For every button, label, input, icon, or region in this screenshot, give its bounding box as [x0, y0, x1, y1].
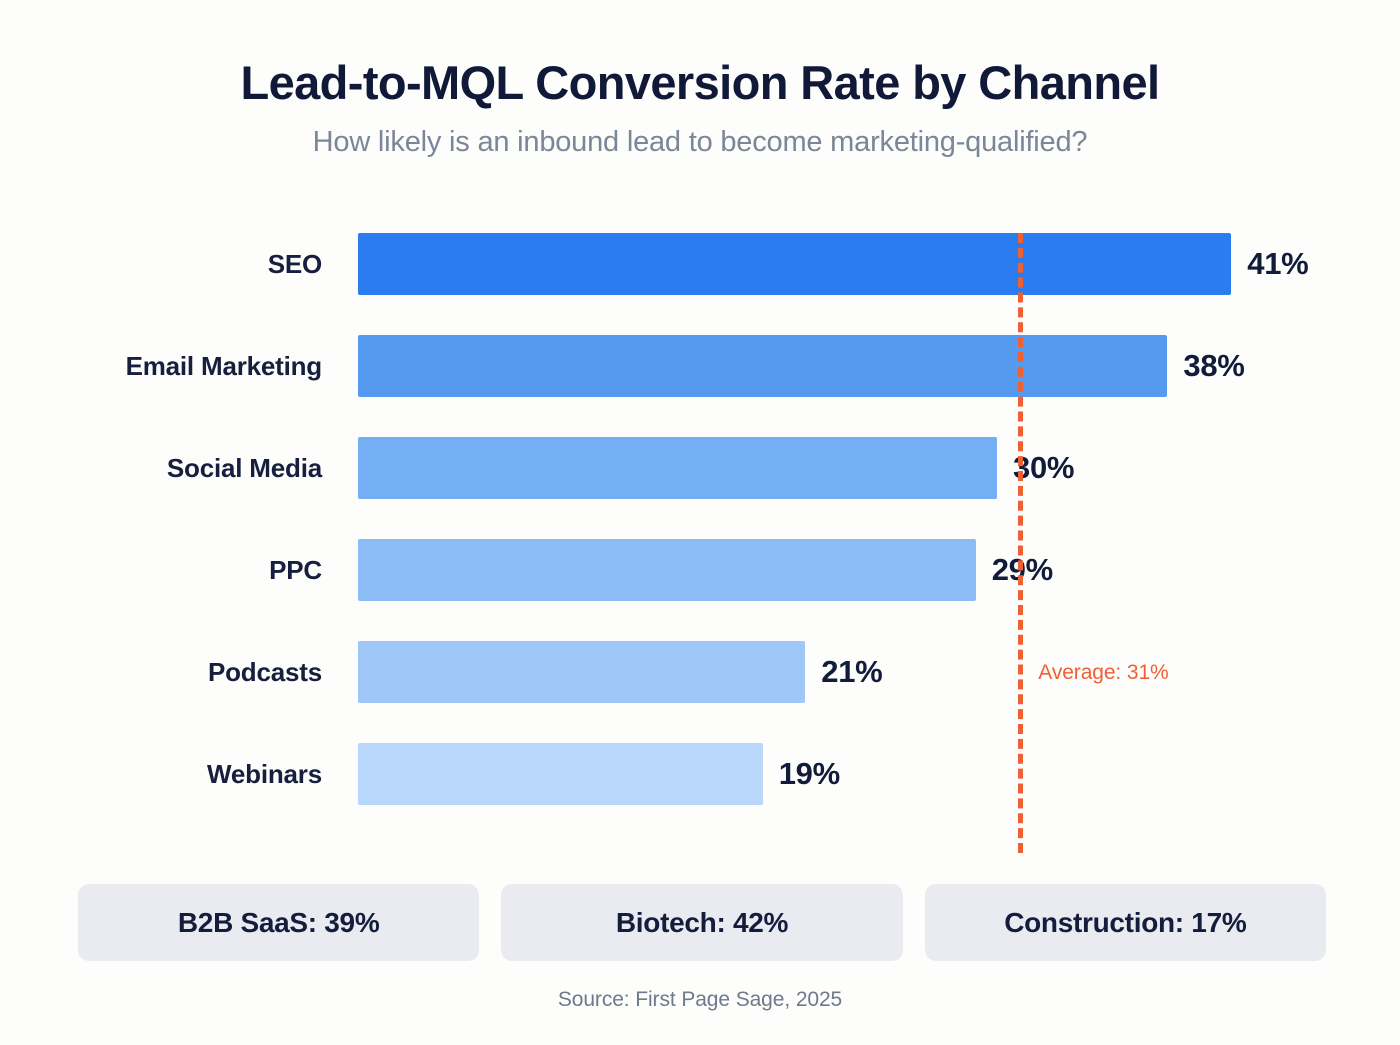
chart-header: Lead-to-MQL Conversion Rate by Channel H…: [0, 56, 1400, 159]
bar-chart-plot-area: SEO 41% Email Marketing 38% Social Media 30% P…: [0, 233, 1400, 853]
bar[interactable]: [358, 641, 806, 703]
source-note: Source: First Page Sage, 2025: [557, 988, 843, 1011]
bar-category-label: SEO: [267, 249, 323, 279]
bar-value-label: 21%: [821, 654, 883, 689]
bar-value-label: 41%: [1247, 246, 1309, 281]
bar-row: Social Media 30%: [0, 437, 1400, 499]
bar-row: Email Marketing 38%: [0, 335, 1400, 397]
chart-subtitle: How likely is an inbound lead to become …: [312, 125, 1088, 158]
bar-value-label: 19%: [778, 756, 840, 791]
bar-category-label: Email Marketing: [125, 351, 323, 381]
bar-category-label: Webinars: [207, 759, 322, 789]
bar[interactable]: [358, 539, 976, 601]
bar-row: SEO 41%: [0, 233, 1400, 295]
bar-category-label: Social Media: [166, 453, 322, 483]
stat-card[interactable]: Biotech: 42%: [501, 884, 903, 961]
page-title: Lead-to-MQL Conversion Rate by Channel: [240, 56, 1160, 109]
stat-card-label: Construction: 17%: [1004, 906, 1247, 938]
bar-category-label: PPC: [269, 555, 322, 585]
average-line-label: Average: 31%: [1038, 661, 1169, 684]
bar-category-label: Podcasts: [207, 657, 322, 687]
bar-row: Podcasts 21%: [0, 641, 1400, 703]
stat-card[interactable]: B2B SaaS: 39%: [78, 884, 480, 961]
bar-row: Webinars 19%: [0, 743, 1400, 805]
bar-value-label: 38%: [1183, 348, 1245, 383]
stat-card[interactable]: Construction: 17%: [924, 884, 1326, 961]
stat-card-group: B2B SaaS: 39% Biotech: 42% Construction: 1…: [78, 884, 1326, 961]
bar[interactable]: [358, 743, 763, 805]
bar[interactable]: [358, 233, 1232, 295]
stat-card-label: B2B SaaS: 39%: [177, 906, 380, 938]
bar[interactable]: [358, 335, 1168, 397]
average-reference-line: [1018, 233, 1024, 853]
bar[interactable]: [358, 437, 997, 499]
bar-row: PPC 29%: [0, 539, 1400, 601]
stat-card-label: Biotech: 42%: [615, 906, 789, 938]
